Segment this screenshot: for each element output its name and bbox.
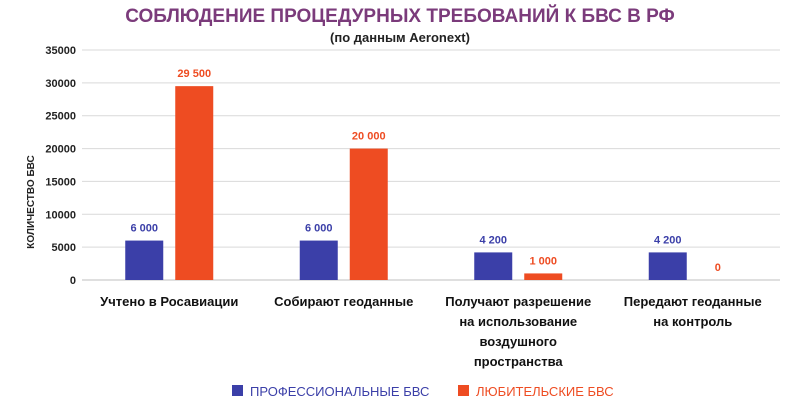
- legend-label-professional: ПРОФЕССИОНАЛЬНЫЕ БВС: [250, 384, 429, 399]
- y-tick-label: 5000: [52, 242, 76, 254]
- bar-professional: [474, 252, 513, 280]
- legend: ПРОФЕССИОНАЛЬНЫЕ БВС ЛЮБИТЕЛЬСКИЕ БВС: [232, 384, 614, 399]
- bar-professional: [648, 252, 687, 280]
- x-tick-label: Собирают геоданные: [274, 294, 413, 309]
- y-tick-label: 15000: [45, 176, 76, 188]
- y-tick-label: 25000: [45, 111, 76, 123]
- y-tick-labels: 0 5000 10000 15000 20000 25000 30000 35000: [45, 45, 76, 287]
- bars: [125, 86, 687, 281]
- data-label-amateur: 20 000: [352, 131, 386, 143]
- data-label-amateur: 1 000: [529, 255, 557, 267]
- bar-professional: [299, 240, 338, 280]
- data-label-amateur: 0: [715, 262, 721, 274]
- x-tick-label: Учтено в Росавиации: [100, 294, 238, 309]
- chart-subtitle: (по данным Aeronext): [330, 30, 470, 45]
- bar-amateur: [175, 86, 214, 281]
- y-tick-label: 10000: [45, 209, 76, 221]
- chart-title: СОБЛЮДЕНИЕ ПРОЦЕДУРНЫХ ТРЕБОВАНИЙ К БВС …: [125, 5, 675, 27]
- legend-swatch-professional: [232, 385, 243, 396]
- y-tick-label: 35000: [45, 45, 76, 57]
- data-label-professional: 4 200: [479, 234, 507, 246]
- y-tick-label: 20000: [45, 144, 76, 156]
- legend-label-amateur: ЛЮБИТЕЛЬСКИЕ БВС: [476, 384, 614, 399]
- bar-amateur: [524, 273, 563, 280]
- x-tick-labels: Учтено в Росавиации Собирают геоданные Пол…: [100, 294, 762, 369]
- bar-professional: [125, 240, 164, 280]
- bar-amateur: [349, 148, 388, 280]
- y-axis-label: КОЛИЧЕСТВО БВС: [26, 155, 37, 248]
- y-tick-label: 30000: [45, 78, 76, 90]
- data-label-professional: 4 200: [654, 234, 682, 246]
- y-tick-label: 0: [70, 275, 76, 287]
- legend-swatch-amateur: [458, 385, 469, 396]
- data-label-amateur: 29 500: [177, 68, 211, 80]
- x-tick-label: Передают геоданные на контроль: [624, 294, 762, 329]
- data-labels: 6 000 6 000 4 200 4 200 29 500 20 000 1 000 0: [130, 68, 720, 274]
- x-tick-label: Получают разрешение на использование возду…: [445, 294, 591, 369]
- data-label-professional: 6 000: [305, 223, 333, 235]
- data-label-professional: 6 000: [130, 223, 158, 235]
